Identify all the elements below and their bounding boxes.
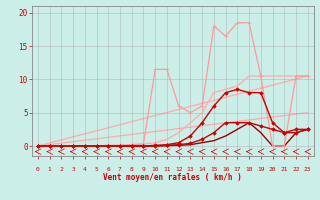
X-axis label: Vent moyen/en rafales ( km/h ): Vent moyen/en rafales ( km/h ) [103,174,242,182]
